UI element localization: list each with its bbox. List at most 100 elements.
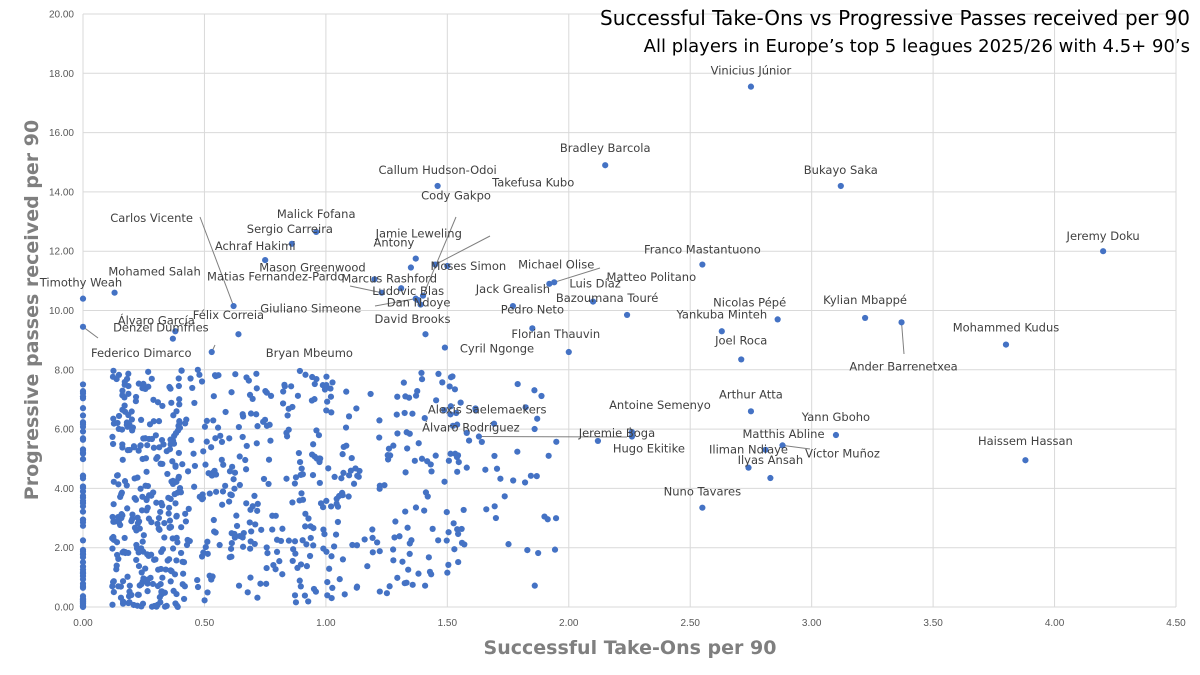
background-point <box>414 388 421 395</box>
background-point <box>153 499 160 506</box>
background-point <box>128 518 135 525</box>
background-point <box>316 479 323 487</box>
background-point <box>136 525 143 532</box>
background-point <box>235 582 243 589</box>
background-point <box>123 375 131 383</box>
background-point <box>203 438 210 445</box>
background-point <box>243 442 250 450</box>
background-point <box>253 411 260 418</box>
background-point <box>323 381 330 389</box>
background-point <box>167 495 174 503</box>
background-point <box>338 475 345 482</box>
background-point <box>231 485 238 492</box>
background-point <box>514 448 521 455</box>
point-label: Bazoumana Touré <box>556 291 658 305</box>
background-point <box>244 589 251 596</box>
labeled-point <box>407 264 414 271</box>
background-point <box>385 445 393 452</box>
x-tick-label: 2.50 <box>680 618 700 629</box>
background-point <box>277 537 285 545</box>
background-point <box>291 480 298 487</box>
background-point <box>307 534 314 542</box>
background-point <box>145 552 152 560</box>
background-point <box>243 500 250 507</box>
background-point <box>133 541 140 549</box>
background-point <box>422 582 429 589</box>
background-point <box>292 550 299 557</box>
background-point <box>126 599 133 606</box>
background-point <box>139 493 146 500</box>
point-label: Florian Thauvin <box>511 327 600 341</box>
background-point <box>203 417 210 424</box>
background-point <box>161 589 168 596</box>
background-point <box>79 516 87 523</box>
background-point <box>156 594 163 601</box>
background-point <box>310 542 317 549</box>
background-point <box>173 557 180 564</box>
background-point <box>124 573 131 580</box>
background-point <box>153 455 160 462</box>
background-point <box>135 549 142 556</box>
background-point <box>109 433 116 440</box>
background-point <box>521 479 529 486</box>
background-point <box>453 409 460 417</box>
background-point <box>553 438 560 445</box>
background-point <box>331 543 338 550</box>
background-point <box>400 379 407 386</box>
background-point <box>196 371 203 378</box>
background-point <box>312 588 320 595</box>
background-point <box>134 514 141 521</box>
background-point <box>291 592 299 599</box>
background-point <box>173 590 180 598</box>
background-point <box>447 403 454 410</box>
background-point <box>190 450 197 457</box>
background-point <box>79 508 87 515</box>
background-point <box>305 515 312 522</box>
background-point <box>394 430 401 437</box>
labeled-point <box>371 276 378 283</box>
background-point <box>299 537 306 544</box>
background-point <box>406 430 413 437</box>
background-point <box>175 375 182 382</box>
background-point <box>175 449 182 457</box>
background-point <box>79 484 87 491</box>
y-tick-label: 8.00 <box>55 365 75 376</box>
background-point <box>405 566 412 573</box>
labeled-point <box>172 328 179 335</box>
background-point <box>163 602 170 609</box>
background-point <box>208 444 215 451</box>
point-label: Dan Ndoye <box>387 296 451 310</box>
background-point <box>191 399 198 407</box>
tick-labels: 0.00 0.50 1.00 1.50 2.00 2.50 3.00 3.50 4.00 4.50… <box>49 10 1186 630</box>
labeled-point <box>509 302 517 310</box>
background-point <box>210 516 217 524</box>
background-point <box>280 388 287 395</box>
background-point <box>125 370 132 377</box>
background-point <box>118 489 125 496</box>
y-tick-label: 4.00 <box>55 484 75 495</box>
point-label: Federico Dimarco <box>91 346 192 360</box>
background-point <box>227 491 234 498</box>
labeled-point <box>419 292 427 299</box>
y-tick-label: 18.00 <box>49 69 74 80</box>
background-point <box>133 556 140 564</box>
background-point <box>433 397 440 404</box>
background-point <box>126 446 133 454</box>
background-point <box>355 473 362 480</box>
background-point <box>522 404 529 411</box>
point-label: Álvaro García <box>118 312 195 327</box>
background-point <box>79 551 87 558</box>
background-point <box>79 456 87 463</box>
labeled-point <box>444 262 451 270</box>
background-point <box>284 412 291 419</box>
labeled-point <box>745 464 752 471</box>
background-point <box>276 558 283 565</box>
labeled-points <box>79 83 1107 511</box>
background-point <box>172 463 179 470</box>
background-point <box>394 574 401 581</box>
background-point <box>443 509 450 516</box>
background-point <box>425 554 432 561</box>
background-point <box>179 461 186 468</box>
background-point <box>446 383 453 390</box>
background-point <box>531 582 538 589</box>
